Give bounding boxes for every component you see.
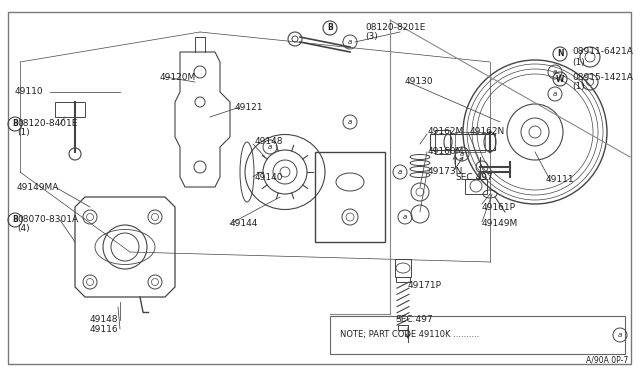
Text: 49162M: 49162M	[428, 128, 464, 137]
Text: 49130: 49130	[405, 77, 434, 87]
Text: 49148: 49148	[90, 315, 118, 324]
Text: 49144: 49144	[230, 219, 259, 228]
Text: NOTE; PART CODE 49110K ..........: NOTE; PART CODE 49110K ..........	[340, 330, 479, 340]
Text: 49121: 49121	[235, 103, 264, 112]
Text: 49161P: 49161P	[482, 202, 516, 212]
Text: 08915-1421A: 08915-1421A	[572, 73, 633, 81]
Text: 49162N: 49162N	[470, 128, 505, 137]
Text: (1): (1)	[572, 58, 585, 67]
Bar	[396, 277, 410, 282]
Text: SEC.497: SEC.497	[395, 315, 433, 324]
Bar	[435, 130, 450, 154]
Text: a: a	[268, 144, 272, 150]
Text: 49111: 49111	[546, 176, 575, 185]
Bar	[395, 259, 411, 277]
Text: a: a	[403, 214, 407, 220]
Bar	[315, 152, 385, 242]
Text: 08120-8201E: 08120-8201E	[365, 23, 426, 32]
Text: B: B	[12, 215, 18, 224]
Text: 49171P: 49171P	[408, 280, 442, 289]
Text: 49173N: 49173N	[428, 167, 463, 176]
Bar	[55, 102, 85, 117]
Text: N: N	[557, 49, 563, 58]
Text: 49110: 49110	[15, 87, 44, 96]
Text: B: B	[12, 119, 18, 128]
Text: 49148: 49148	[255, 138, 284, 147]
Bar	[398, 325, 408, 330]
Text: B: B	[327, 23, 333, 32]
Text: 49149M: 49149M	[482, 219, 518, 228]
Text: (3): (3)	[365, 32, 378, 41]
Text: a: a	[348, 119, 352, 125]
Text: a: a	[348, 39, 352, 45]
Text: (4): (4)	[17, 224, 29, 232]
Text: 08911-6421A: 08911-6421A	[572, 48, 633, 57]
Text: 08070-8301A: 08070-8301A	[17, 215, 78, 224]
Text: 49149MA: 49149MA	[17, 183, 60, 192]
Text: 08120-8401E: 08120-8401E	[17, 119, 77, 128]
Text: A/90A 0P-7: A/90A 0P-7	[586, 356, 628, 365]
Text: a: a	[553, 91, 557, 97]
Bar	[465, 179, 487, 194]
Text: (1): (1)	[17, 128, 29, 137]
Bar	[330, 316, 625, 354]
Text: 49160M: 49160M	[428, 148, 465, 157]
Text: a: a	[618, 332, 622, 338]
Text: 49116: 49116	[90, 326, 118, 334]
Bar	[455, 132, 485, 152]
Text: a: a	[398, 169, 402, 175]
Text: SEC.497: SEC.497	[455, 173, 493, 182]
Text: (1): (1)	[572, 83, 585, 92]
Text: 49140: 49140	[255, 173, 284, 182]
Text: a: a	[553, 69, 557, 75]
Text: 49120M: 49120M	[160, 73, 196, 81]
Bar	[430, 134, 495, 150]
Text: W: W	[556, 74, 564, 83]
Text: a: a	[460, 151, 464, 157]
